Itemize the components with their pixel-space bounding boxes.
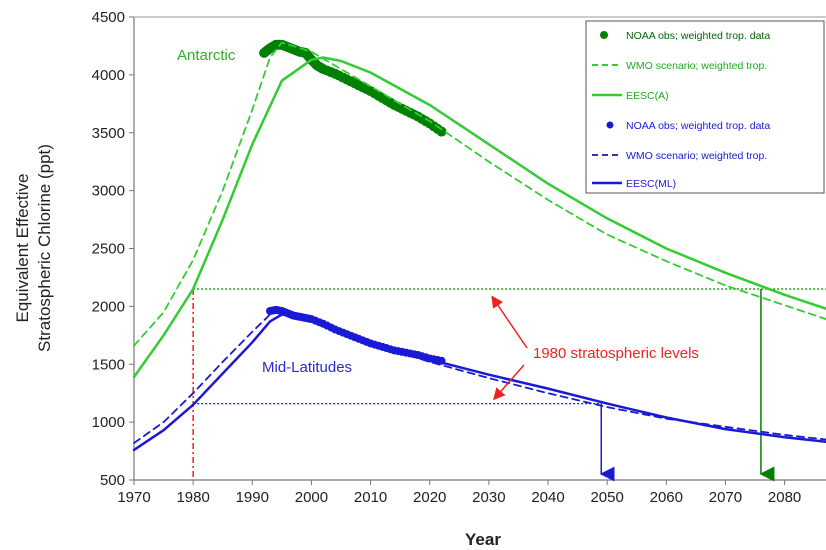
y-tick-label: 500 xyxy=(100,472,125,489)
x-axis-title: Year xyxy=(465,530,501,549)
annotation-arrow-down xyxy=(493,364,525,401)
y-tick-label: 1500 xyxy=(92,356,125,373)
x-tick-label: 1990 xyxy=(236,489,269,506)
legend-label-midlat-wmo: WMO scenario; weighted trop. xyxy=(626,150,767,162)
midlatitudes-label: Mid-Latitudes xyxy=(262,359,352,376)
legend-box xyxy=(585,20,825,194)
series-layer xyxy=(132,39,826,452)
reference-lines xyxy=(192,288,826,482)
x-tick-label: 2060 xyxy=(650,489,683,506)
y-axis-ticks: 500 1000 1500 2000 2500 3000 3500 4000 4500 xyxy=(92,9,134,489)
x-tick-label: 2020 xyxy=(413,489,446,506)
x-tick-label: 2040 xyxy=(531,489,564,506)
x-tick-label: 2070 xyxy=(709,489,742,506)
legend-label-midlat-obs: NOAA obs; weighted trop. data xyxy=(626,120,770,132)
x-axis-ticks: 1970 1980 1990 2000 2010 2020 2030 2040 2050 2060… xyxy=(117,480,801,506)
y-tick-label: 4500 xyxy=(92,9,125,26)
legend: NOAA obs; weighted trop. data WMO scenar… xyxy=(585,20,825,194)
x-tick-label: 2030 xyxy=(472,489,505,506)
y-axis-title-line2: Stratospheric Chlorine (ppt) xyxy=(35,144,54,352)
antarctic-wmo-line xyxy=(133,41,826,347)
legend-label-antarctic-obs: NOAA obs; weighted trop. data xyxy=(626,30,770,42)
levels-annotation: 1980 stratospheric levels xyxy=(533,345,699,362)
legend-label-antarctic-wmo: WMO scenario; weighted trop. xyxy=(626,60,767,72)
legend-marker-antarctic-obs xyxy=(600,31,608,39)
y-tick-label: 1000 xyxy=(92,414,125,431)
legend-label-antarctic-eesc: EESC(A) xyxy=(626,90,669,102)
antarctic-label: Antarctic xyxy=(177,47,236,64)
y-tick-label: 3000 xyxy=(92,183,125,200)
y-tick-label: 2000 xyxy=(92,298,125,315)
y-tick-label: 4000 xyxy=(92,67,125,84)
legend-label-midlat-eesc: EESC(ML) xyxy=(626,178,676,190)
x-tick-label: 2000 xyxy=(295,489,328,506)
y-tick-label: 2500 xyxy=(92,241,125,258)
antarctic-obs-point xyxy=(436,126,447,137)
antarctic-obs-points xyxy=(259,39,447,137)
x-tick-label: 1970 xyxy=(117,489,150,506)
legend-marker-midlat-obs xyxy=(606,121,614,129)
antarctic-eesc-line xyxy=(132,56,826,379)
y-axis-title-line1: Equivalent Effective xyxy=(13,174,32,323)
annotation-arrow-up xyxy=(491,295,528,349)
x-tick-label: 1980 xyxy=(176,489,209,506)
y-tick-label: 3500 xyxy=(92,125,125,142)
x-tick-label: 2010 xyxy=(354,489,387,506)
x-tick-label: 2080 xyxy=(768,489,801,506)
midlat-eesc-line xyxy=(132,313,826,452)
x-tick-label: 2050 xyxy=(590,489,623,506)
